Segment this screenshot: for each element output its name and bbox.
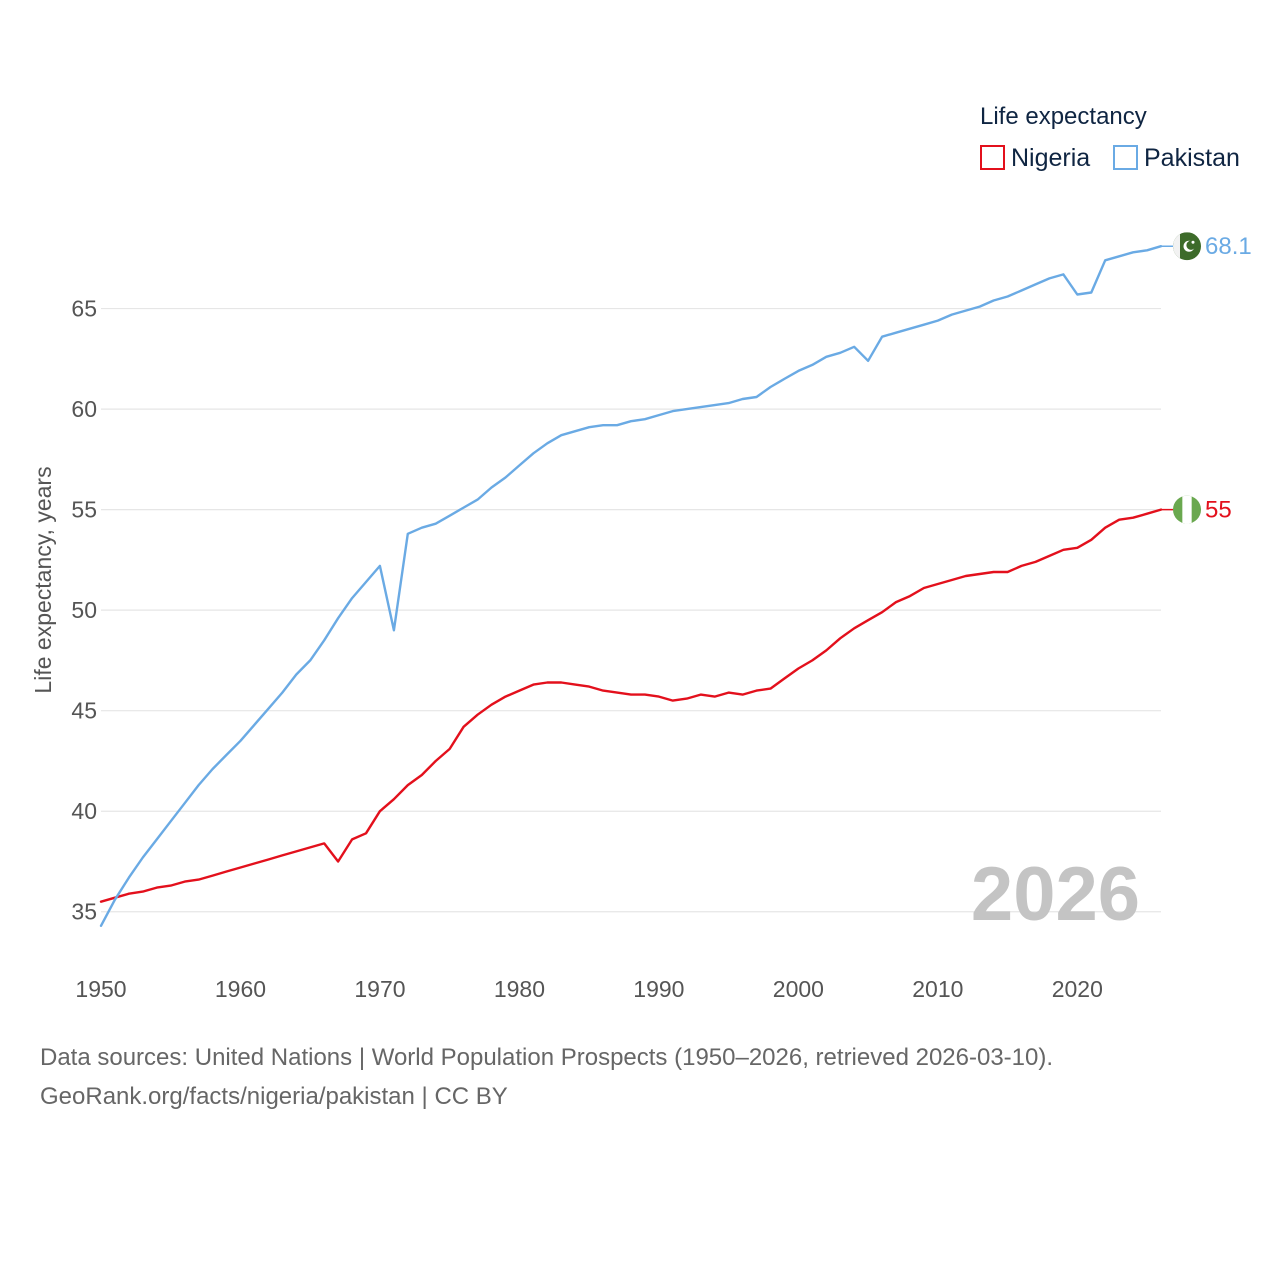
- y-tick-label: 60: [71, 396, 97, 422]
- end-value-label-nigeria: 55: [1205, 497, 1232, 524]
- series-lines: [99, 245, 1163, 927]
- x-tick-label: 1960: [215, 976, 266, 1002]
- y-tick-label: 35: [71, 899, 97, 925]
- y-tick-label: 55: [71, 497, 97, 523]
- series-line-nigeria[interactable]: [99, 508, 1163, 903]
- pakistan-flag-icon: [1173, 232, 1201, 261]
- x-tick-label: 1990: [633, 976, 684, 1002]
- y-tick-label: 65: [71, 296, 97, 322]
- x-tick-label: 1980: [494, 976, 545, 1002]
- x-tick-label: 2020: [1052, 976, 1103, 1002]
- x-tick-label: 2000: [773, 976, 824, 1002]
- legend-title: Life expectancy: [980, 103, 1147, 130]
- legend-item-pakistan[interactable]: Pakistan: [1113, 144, 1240, 172]
- y-tick-label: 40: [71, 798, 97, 824]
- legend-label-nigeria: Nigeria: [1011, 144, 1090, 172]
- credit-line: GeoRank.org/facts/nigeria/pakistan | CC …: [40, 1083, 508, 1110]
- legend-swatch-pakistan: [1113, 145, 1138, 170]
- y-axis-title: Life expectancy, years: [30, 466, 56, 693]
- gridlines: [101, 307, 1161, 913]
- x-tick-label: 1950: [75, 976, 126, 1002]
- nigeria-flag-icon: [1173, 495, 1201, 524]
- legend-label-pakistan: Pakistan: [1144, 144, 1240, 172]
- x-tick-label: 2010: [912, 976, 963, 1002]
- y-tick-label: 45: [71, 698, 97, 724]
- series-endpoints: 55 68.1: [1161, 232, 1252, 524]
- year-watermark: 2026: [971, 852, 1140, 937]
- legend-swatch-nigeria: [980, 145, 1005, 170]
- x-tick-label: 1970: [354, 976, 405, 1002]
- end-value-label-pakistan: 68.1: [1205, 233, 1252, 260]
- series-line-pakistan[interactable]: [99, 245, 1163, 927]
- legend: Life expectancy Nigeria Pakistan: [980, 103, 1240, 172]
- data-source-note: Data sources: United Nations | World Pop…: [40, 1044, 1054, 1071]
- y-tick-label: 50: [71, 597, 97, 623]
- x-axis-ticks: 1950 1960 1970 1980 1990 2000 2010 2020: [75, 976, 1102, 1002]
- legend-item-nigeria[interactable]: Nigeria: [980, 144, 1090, 172]
- y-axis-ticks: 35 40 45 50 55 60 65: [71, 296, 97, 925]
